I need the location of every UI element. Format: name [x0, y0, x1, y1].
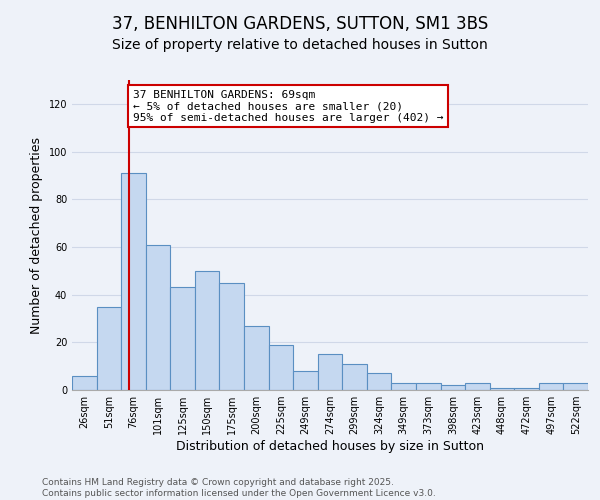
Bar: [244, 326, 269, 390]
Bar: [293, 371, 318, 390]
Bar: [514, 388, 539, 390]
Bar: [539, 383, 563, 390]
Bar: [342, 364, 367, 390]
X-axis label: Distribution of detached houses by size in Sutton: Distribution of detached houses by size …: [176, 440, 484, 453]
Bar: [121, 173, 146, 390]
Bar: [367, 374, 391, 390]
Bar: [465, 383, 490, 390]
Text: Contains HM Land Registry data © Crown copyright and database right 2025.
Contai: Contains HM Land Registry data © Crown c…: [42, 478, 436, 498]
Bar: [490, 388, 514, 390]
Bar: [269, 344, 293, 390]
Bar: [220, 282, 244, 390]
Bar: [391, 383, 416, 390]
Bar: [440, 385, 465, 390]
Bar: [97, 306, 121, 390]
Bar: [318, 354, 342, 390]
Bar: [146, 244, 170, 390]
Bar: [170, 288, 195, 390]
Bar: [416, 383, 440, 390]
Y-axis label: Number of detached properties: Number of detached properties: [30, 136, 43, 334]
Bar: [72, 376, 97, 390]
Bar: [195, 271, 220, 390]
Text: Size of property relative to detached houses in Sutton: Size of property relative to detached ho…: [112, 38, 488, 52]
Bar: [563, 383, 588, 390]
Text: 37 BENHILTON GARDENS: 69sqm
← 5% of detached houses are smaller (20)
95% of semi: 37 BENHILTON GARDENS: 69sqm ← 5% of deta…: [133, 90, 443, 122]
Text: 37, BENHILTON GARDENS, SUTTON, SM1 3BS: 37, BENHILTON GARDENS, SUTTON, SM1 3BS: [112, 15, 488, 33]
